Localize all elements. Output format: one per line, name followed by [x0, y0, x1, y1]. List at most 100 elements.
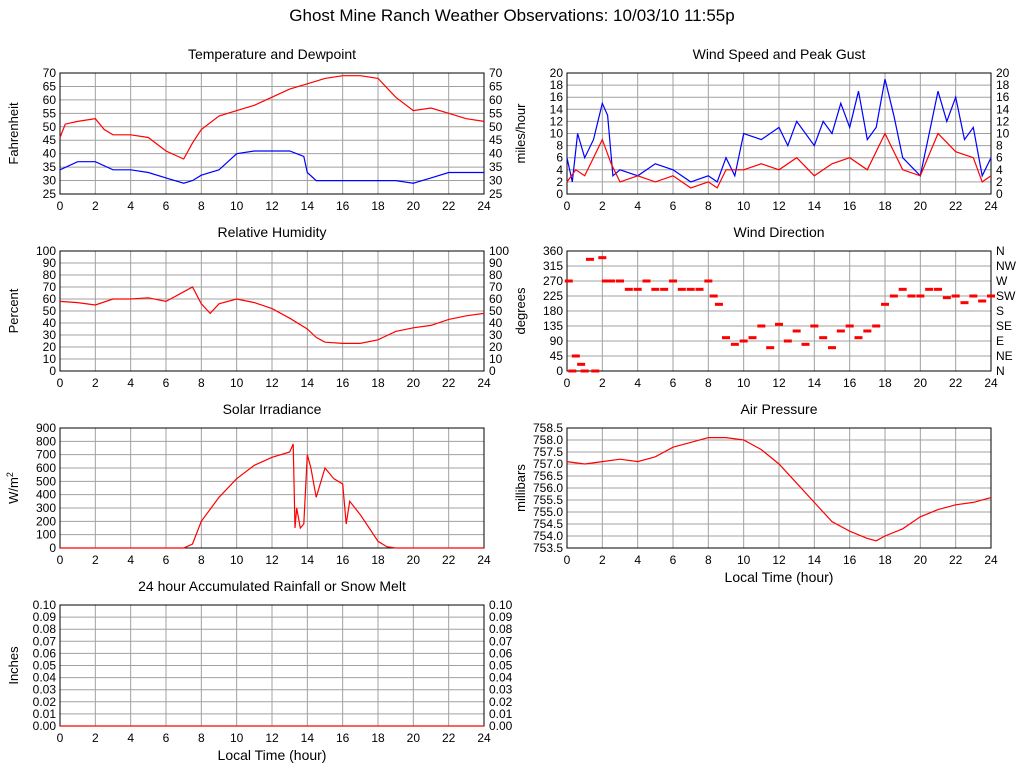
- x-tick-label: 14: [301, 731, 315, 745]
- data-point: [722, 336, 730, 340]
- right-tick-label: 70: [489, 280, 503, 294]
- x-tick-label: 2: [599, 553, 606, 567]
- plot-frame: [566, 72, 992, 195]
- x-tick-label: 18: [371, 376, 385, 390]
- data-point: [642, 279, 651, 283]
- y-tick-label: 0: [556, 187, 563, 201]
- right-tick-label: 30: [489, 328, 503, 342]
- x-tick-label: 20: [407, 376, 421, 390]
- data-point: [660, 287, 669, 291]
- data-point: [898, 287, 907, 291]
- chart-title: Wind Speed and Peak Gust: [693, 46, 866, 62]
- x-tick-label: 16: [336, 199, 350, 213]
- data-point: [730, 342, 739, 346]
- y-tick-label: 18: [550, 78, 564, 92]
- x-tick-label: 6: [670, 553, 677, 567]
- y-tick-label: 270: [543, 274, 563, 288]
- data-point: [624, 287, 633, 291]
- x-tick-label: 10: [230, 553, 244, 567]
- x-tick-label: 18: [371, 553, 385, 567]
- x-tick-label: 12: [772, 553, 786, 567]
- data-point: [907, 294, 916, 298]
- x-tick-label: 0: [57, 199, 64, 213]
- data-point: [577, 362, 586, 366]
- right-tick-label: 0.03: [489, 683, 513, 697]
- x-tick-label: 6: [163, 731, 170, 745]
- y-tick-label: 2: [556, 175, 563, 189]
- y-tick-label: 45: [43, 133, 57, 147]
- y-tick-label: 0.06: [33, 646, 57, 660]
- x-tick-label: 12: [265, 731, 279, 745]
- right-tick-label: 100: [489, 244, 509, 258]
- x-tick-label: 8: [705, 199, 712, 213]
- data-point: [695, 287, 704, 291]
- x-tick-label: 20: [914, 553, 928, 567]
- data-point: [783, 339, 792, 343]
- plot-frame: [566, 250, 992, 372]
- x-tick-label: 4: [634, 553, 641, 567]
- x-tick-label: 12: [265, 376, 279, 390]
- x-tick-label: 16: [336, 731, 350, 745]
- x-tick-label: 16: [843, 376, 857, 390]
- data-point: [810, 324, 819, 328]
- y-tick-label: 100: [36, 528, 56, 542]
- x-tick-label: 6: [163, 199, 170, 213]
- right-tick-label: 14: [996, 102, 1010, 116]
- right-tick-label: 12: [996, 114, 1010, 128]
- right-tick-label: 40: [489, 316, 503, 330]
- data-point: [601, 279, 610, 283]
- y-tick-label: 70: [43, 66, 57, 80]
- y-tick-label: 0: [49, 364, 56, 378]
- x-tick-label: 2: [599, 376, 606, 390]
- y-tick-label: 135: [543, 319, 563, 333]
- x-tick-label: 22: [949, 199, 963, 213]
- y-tick-label: 800: [36, 434, 56, 448]
- series-line-1: [60, 443, 484, 549]
- x-tick-label: 10: [230, 731, 244, 745]
- x-tick-label: 2: [92, 553, 99, 567]
- chart-title: 24 hour Accumulated Rainfall or Snow Mel…: [138, 578, 406, 594]
- y-tick-label: 45: [550, 349, 564, 363]
- y-tick-label: 700: [36, 448, 56, 462]
- right-tick-label: NW: [996, 259, 1017, 273]
- right-tick-label: SE: [996, 319, 1012, 333]
- right-tick-label: 60: [489, 292, 503, 306]
- data-point: [651, 287, 660, 291]
- y-tick-label: 16: [550, 90, 564, 104]
- data-point: [748, 336, 757, 340]
- x-tick-label: 12: [265, 199, 279, 213]
- data-point: [598, 256, 607, 260]
- plot-frame: [59, 427, 485, 549]
- x-tick-label: 14: [301, 199, 315, 213]
- series-line-1: [59, 286, 485, 344]
- data-point: [978, 299, 987, 303]
- x-tick-label: 4: [127, 553, 134, 567]
- data-point: [616, 279, 624, 283]
- data-point: [889, 294, 898, 298]
- y-tick-label: 14: [550, 102, 564, 116]
- plot-frame: [59, 72, 485, 195]
- x-tick-label: 24: [984, 376, 998, 390]
- right-tick-label: 0.06: [489, 646, 513, 660]
- y-tick-label: 0.07: [33, 634, 57, 648]
- y-tick-label: 10: [550, 127, 564, 141]
- data-point: [836, 329, 845, 333]
- right-tick-label: W: [996, 274, 1008, 288]
- y-tick-label: 300: [36, 501, 56, 515]
- y-tick-label: 758.5: [533, 421, 563, 435]
- data-point: [607, 279, 616, 283]
- y-tick-label: 360: [543, 244, 563, 258]
- y-tick-label: 0: [49, 541, 56, 555]
- x-tick-label: 8: [705, 376, 712, 390]
- data-point: [951, 294, 960, 298]
- page-title: Ghost Mine Ranch Weather Observations: 1…: [289, 6, 735, 25]
- right-tick-label: 16: [996, 90, 1010, 104]
- chart-title: Relative Humidity: [218, 224, 327, 240]
- plot-frame: [59, 250, 485, 372]
- data-point: [739, 339, 748, 343]
- data-point: [580, 369, 589, 373]
- data-point: [828, 346, 836, 350]
- x-tick-label: 14: [808, 199, 822, 213]
